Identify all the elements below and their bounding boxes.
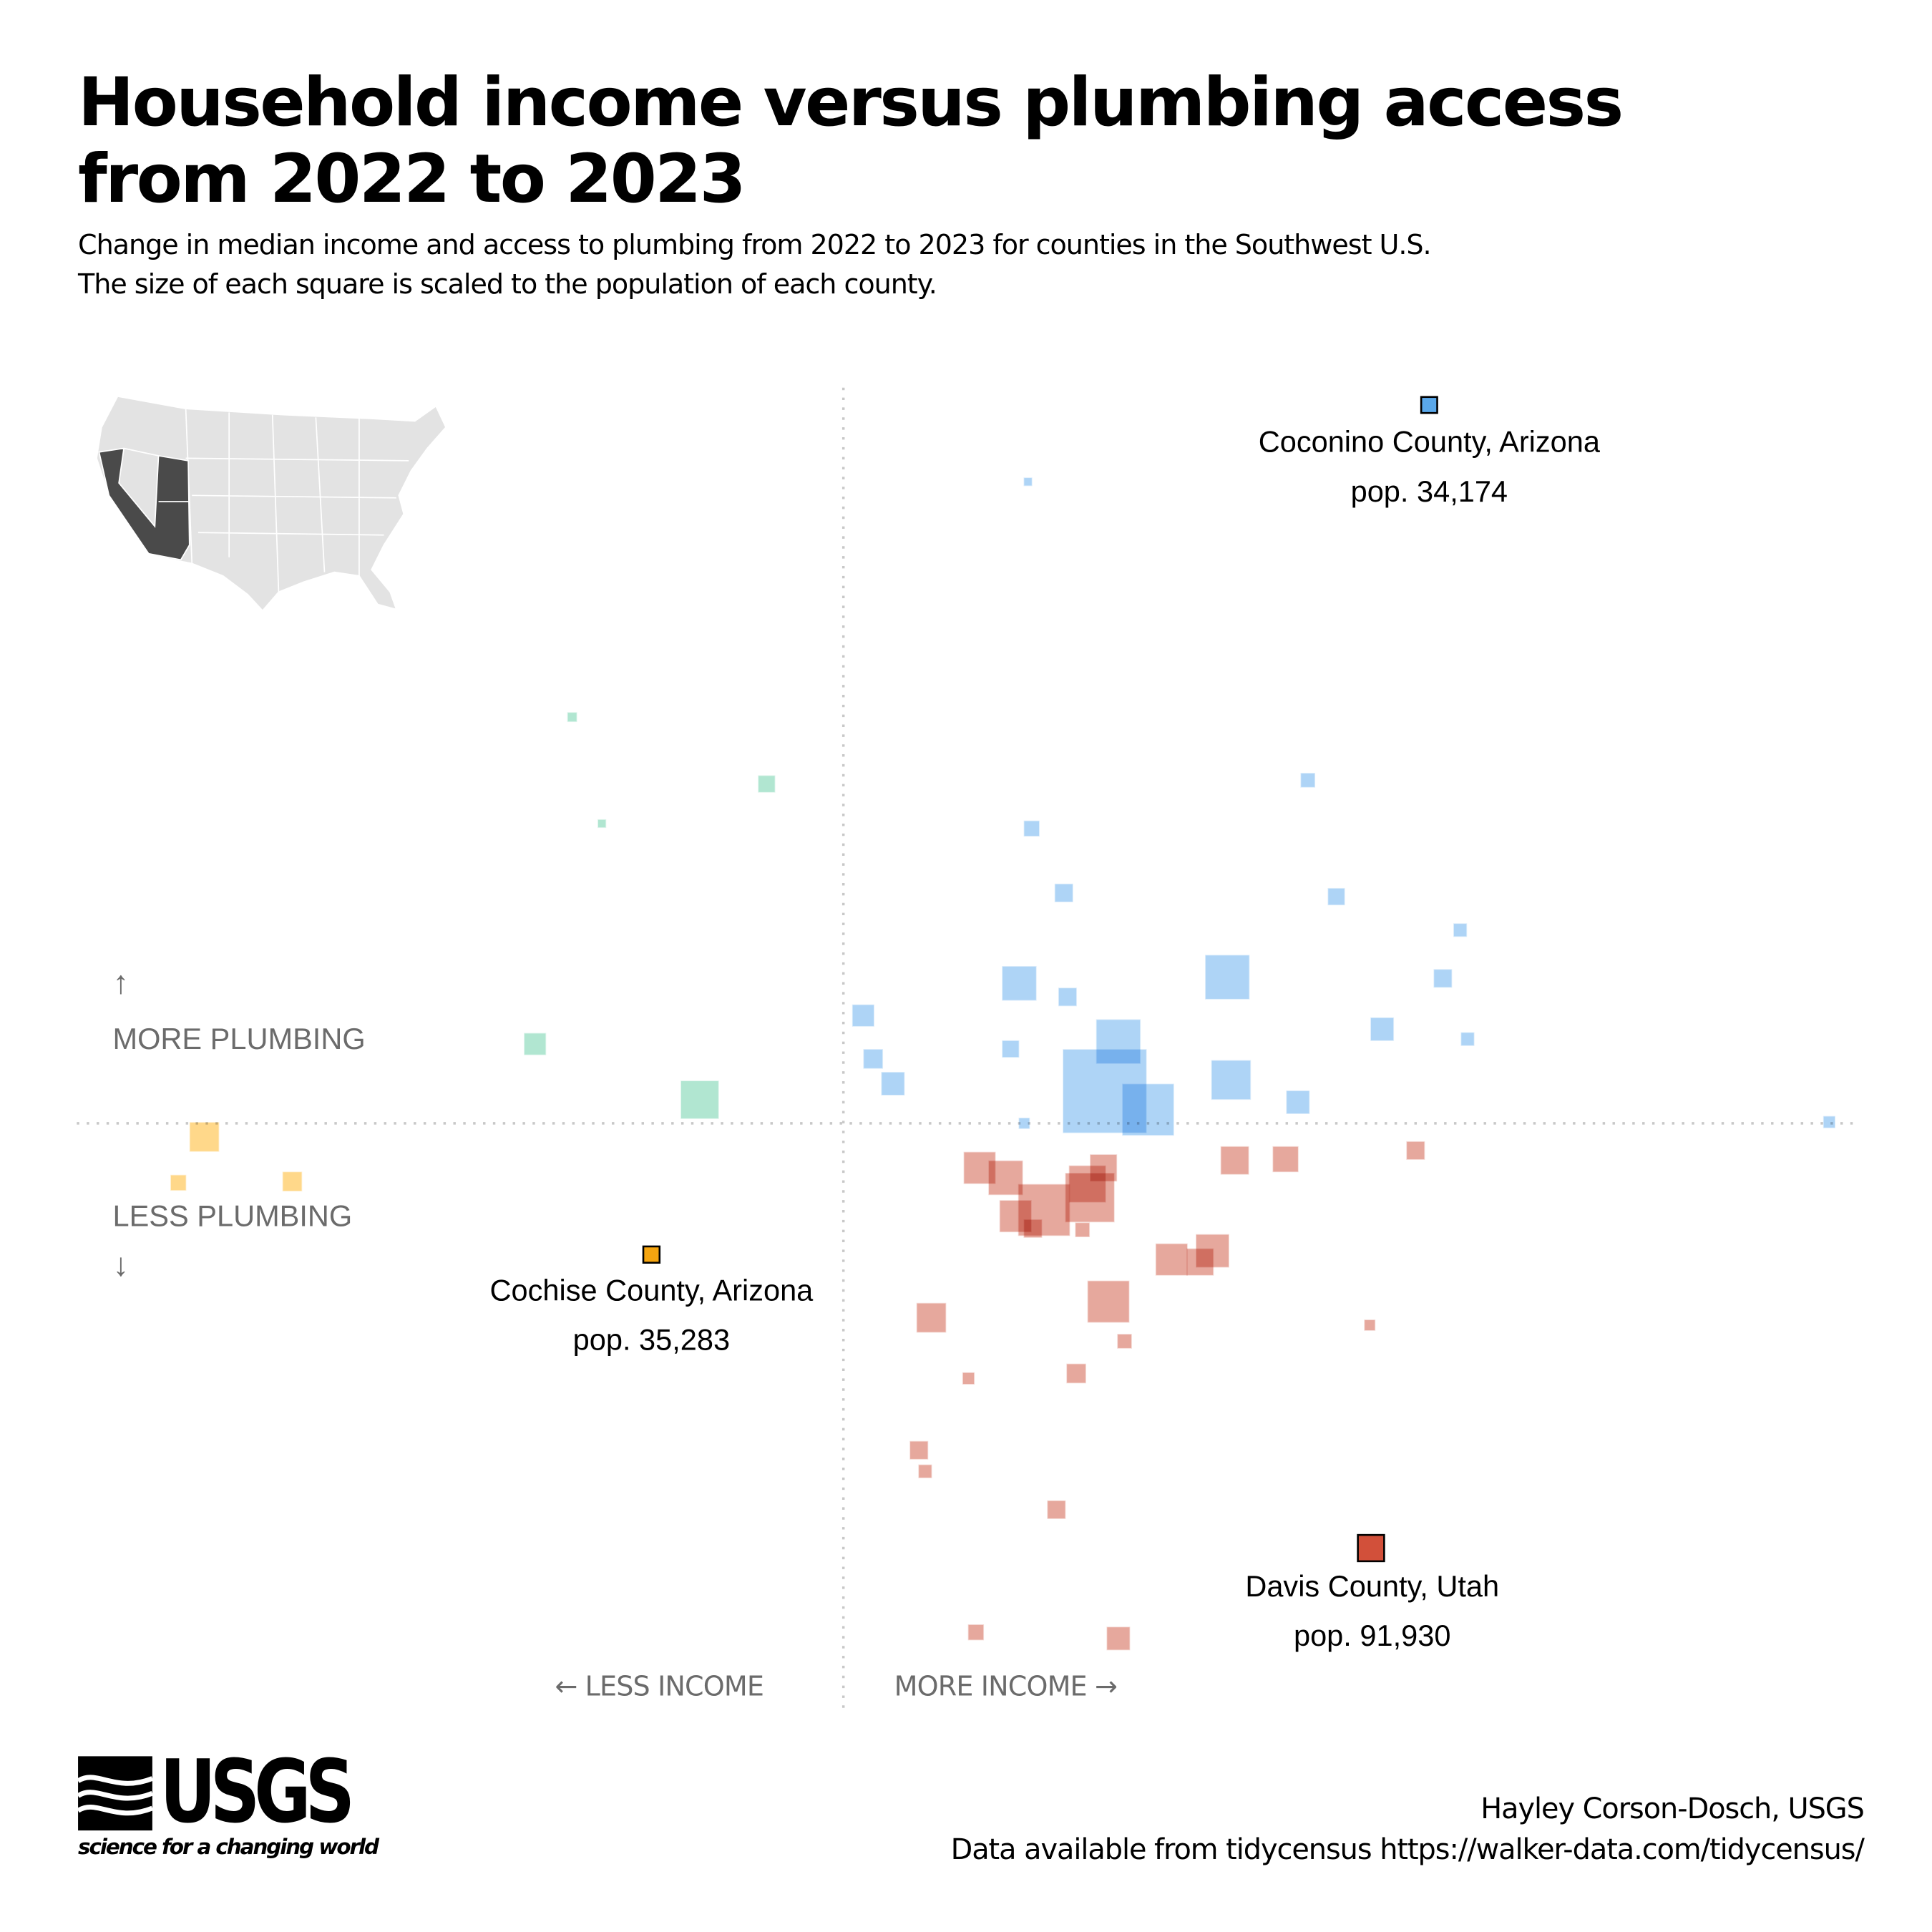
chart-title: Household income versus plumbing access … xyxy=(78,63,1624,218)
county-square-less-income-more-plumbing xyxy=(566,711,578,723)
county-square-more-income-more-plumbing xyxy=(1285,1090,1311,1115)
county-square-more-income-more-plumbing xyxy=(1822,1115,1836,1129)
county-square-more-income-less-plumbing xyxy=(1219,1145,1250,1176)
highlighted-county-square xyxy=(1357,1533,1385,1563)
county-square-more-income-less-plumbing xyxy=(1272,1145,1299,1174)
annotation-pop: pop. 91,930 xyxy=(1293,1619,1451,1654)
more-plumbing-label: MORE PLUMBING xyxy=(112,1023,366,1057)
county-square-more-income-less-plumbing xyxy=(1106,1626,1131,1652)
usgs-wave-icon xyxy=(78,1756,154,1831)
county-square-more-income-more-plumbing xyxy=(1210,1059,1252,1101)
subtitle-line-1: Change in median income and access to pl… xyxy=(78,230,1432,262)
county-square-more-income-less-plumbing xyxy=(962,1371,975,1385)
county-square-more-income-more-plumbing xyxy=(851,1003,875,1028)
more-income-label: MORE INCOME → xyxy=(894,1672,1118,1703)
annotation-cochise: Cochise County, Arizona pop. 35,283 xyxy=(404,1267,899,1366)
county-square-less-income-more-plumbing xyxy=(597,819,608,829)
county-square-more-income-less-plumbing xyxy=(967,1624,985,1641)
county-square-more-income-less-plumbing xyxy=(1116,1333,1133,1350)
usgs-tagline: science for a changing world xyxy=(78,1835,379,1860)
county-square-less-income-less-plumbing xyxy=(281,1171,303,1192)
county-square-more-income-less-plumbing xyxy=(915,1302,947,1334)
chart-subtitle: Change in median income and access to pl… xyxy=(78,227,1432,306)
county-square-more-income-less-plumbing xyxy=(1186,1247,1215,1277)
county-square-less-income-more-plumbing xyxy=(523,1032,547,1056)
annotation-name: Davis County, Utah xyxy=(1245,1570,1500,1604)
county-square-more-income-less-plumbing xyxy=(1046,1499,1067,1520)
county-square-more-income-less-plumbing xyxy=(1405,1141,1426,1161)
county-square-more-income-more-plumbing xyxy=(1299,772,1316,789)
county-square-more-income-more-plumbing xyxy=(1001,1040,1020,1058)
county-square-more-income-less-plumbing xyxy=(917,1463,933,1479)
county-square-more-income-less-plumbing xyxy=(962,1151,997,1185)
county-square-more-income-less-plumbing xyxy=(1363,1319,1377,1332)
county-square-more-income-more-plumbing xyxy=(1121,1083,1175,1137)
county-square-more-income-less-plumbing xyxy=(1023,1219,1043,1239)
county-square-more-income-more-plumbing xyxy=(1095,1018,1141,1065)
county-square-more-income-less-plumbing xyxy=(1154,1242,1189,1277)
subtitle-line-2: The size of each square is scaled to the… xyxy=(78,270,937,301)
less-income-label: ← LESS INCOME xyxy=(555,1672,764,1703)
county-square-more-income-less-plumbing xyxy=(909,1440,930,1460)
county-square-more-income-more-plumbing xyxy=(1460,1031,1475,1047)
county-square-more-income-more-plumbing xyxy=(1023,819,1040,837)
county-square-more-income-more-plumbing xyxy=(1053,883,1074,903)
county-square-less-income-more-plumbing xyxy=(680,1080,720,1120)
us-inset-map xyxy=(96,395,447,612)
credit-author: Hayley Corson-Dosch, USGS xyxy=(1480,1793,1865,1826)
county-square-more-income-more-plumbing xyxy=(1023,477,1033,487)
county-square-more-income-more-plumbing xyxy=(1327,887,1346,907)
county-square-more-income-less-plumbing xyxy=(1089,1153,1118,1183)
county-square-more-income-more-plumbing xyxy=(1433,968,1453,989)
annotation-pop: pop. 34,174 xyxy=(1350,475,1508,509)
county-square-more-income-more-plumbing xyxy=(1058,987,1078,1008)
county-square-more-income-less-plumbing xyxy=(1074,1221,1091,1238)
county-square-more-income-more-plumbing xyxy=(1001,965,1038,1002)
inset-southwest-states xyxy=(98,447,190,561)
highlighted-county-square xyxy=(1420,396,1438,414)
usgs-wordmark: USGS xyxy=(160,1741,355,1843)
county-square-more-income-less-plumbing xyxy=(1065,1362,1087,1385)
county-square-more-income-more-plumbing xyxy=(1370,1016,1395,1042)
county-square-less-income-less-plumbing xyxy=(170,1174,187,1191)
annotation-name: Cochise County, Arizona xyxy=(489,1274,814,1308)
county-square-less-income-more-plumbing xyxy=(757,774,776,794)
annotation-pop: pop. 35,283 xyxy=(572,1324,731,1357)
county-square-less-income-less-plumbing xyxy=(188,1121,220,1153)
county-square-more-income-more-plumbing xyxy=(1204,954,1251,1000)
credit-source: Data available from tidycensus https://w… xyxy=(950,1834,1865,1867)
county-square-more-income-more-plumbing xyxy=(1018,1117,1031,1130)
annotation-davis: Davis County, Utah pop. 91,930 xyxy=(1125,1563,1620,1662)
highlighted-county-square xyxy=(642,1245,661,1264)
annotation-name: Coconino County, Arizona xyxy=(1258,426,1600,460)
county-square-more-income-more-plumbing xyxy=(1453,922,1468,938)
county-square-more-income-more-plumbing xyxy=(862,1048,884,1070)
us-outline xyxy=(96,395,447,612)
up-arrow-icon: ↑ xyxy=(112,963,130,1001)
annotation-coconino: Coconino County, Arizona pop. 34,174 xyxy=(1181,419,1677,517)
county-square-more-income-more-plumbing xyxy=(880,1071,906,1096)
county-square-more-income-less-plumbing xyxy=(1086,1279,1131,1324)
less-plumbing-label: LESS PLUMBING xyxy=(112,1200,353,1234)
down-arrow-icon: ↓ xyxy=(112,1246,130,1284)
